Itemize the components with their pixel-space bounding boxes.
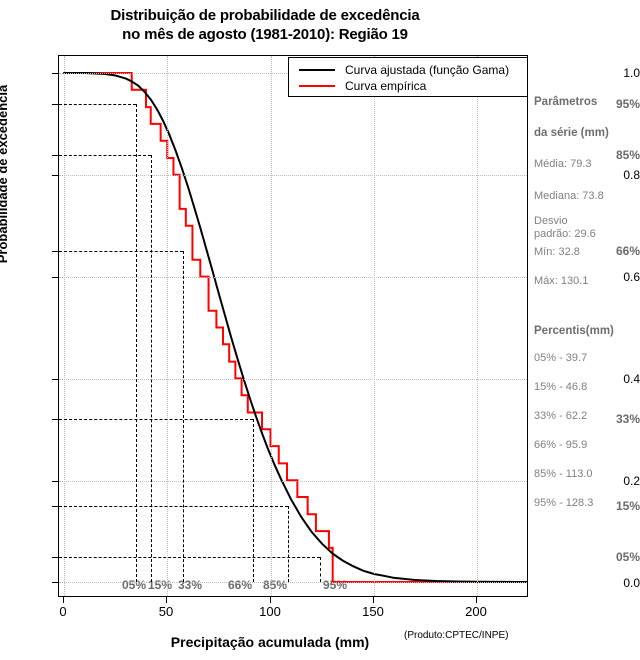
percentile-vline-66pct — [253, 419, 254, 582]
x-tick-mark-200 — [476, 597, 477, 603]
y-tick-mark-33pct — [52, 419, 58, 420]
x-percentile-label-05pct: 05% — [121, 578, 147, 592]
percentile-hline-95pct — [59, 104, 136, 105]
y-tick-mark-0.6 — [52, 277, 58, 278]
gridline-x-0 — [64, 56, 65, 596]
legend: Curva ajustada (função Gama) Curva empír… — [288, 57, 528, 97]
x-tick-label-0: 0 — [59, 604, 67, 619]
chart-title-line1: Distribuição de probabilidade de excedên… — [110, 7, 420, 24]
percentile-hline-66pct — [59, 251, 183, 252]
panel-max: Máx: 130.1 — [534, 275, 589, 287]
x-percentile-label-15pct: 15% — [147, 578, 173, 592]
chart-title: Distribuição de probabilidade de excedên… — [0, 6, 530, 44]
percentile-vline-15pct — [151, 155, 152, 582]
panel-percentil-15: 15% - 46.8 — [534, 381, 588, 393]
y-tick-mark-1.0 — [52, 73, 58, 74]
panel-percentil-85: 85% - 113.0 — [534, 468, 593, 480]
x-tick-label-150: 150 — [362, 604, 384, 619]
chart-title-line2: no mês de agosto (1981-2010): Região 19 — [122, 26, 408, 43]
fitted-gamma-curve — [63, 72, 527, 583]
y-tick-label-05pct: 05% — [615, 550, 640, 564]
legend-label-fitted: Curva ajustada (função Gama) — [345, 63, 510, 77]
y-tick-label-95pct: 95% — [615, 97, 640, 111]
x-percentile-label-66pct: 66% — [227, 578, 253, 592]
x-percentile-label-85pct: 85% — [262, 578, 288, 592]
y-tick-label-85pct: 85% — [615, 148, 640, 162]
x-tick-label-200: 200 — [465, 604, 487, 619]
y-tick-label-1.0: 1.0 — [623, 66, 640, 80]
panel-params-title-line2: da série (mm) — [534, 127, 609, 139]
legend-item-fitted: Curva ajustada (função Gama) — [289, 62, 527, 78]
x-tick-mark-100 — [270, 597, 271, 603]
y-tick-mark-05pct — [52, 557, 58, 558]
y-tick-mark-95pct — [52, 104, 58, 105]
y-tick-label-0.8: 0.8 — [623, 168, 640, 182]
gridline-y-0.4 — [59, 379, 527, 380]
y-tick-mark-85pct — [52, 155, 58, 156]
y-tick-label-0.6: 0.6 — [623, 270, 640, 284]
y-tick-mark-0.8 — [52, 175, 58, 176]
gridline-y-0.2 — [59, 481, 527, 482]
y-tick-label-15pct: 15% — [615, 499, 640, 513]
percentile-hline-33pct — [59, 419, 253, 420]
y-tick-label-0.4: 0.4 — [623, 372, 640, 386]
percentile-vline-95pct — [320, 557, 321, 582]
y-tick-mark-0.0 — [52, 582, 58, 583]
x-axis-label-source: (Produto:CPTEC/INPE) — [404, 630, 509, 641]
panel-desvio-line1: Desvio — [534, 215, 568, 227]
y-tick-mark-0.2 — [52, 481, 58, 482]
x-axis-label: Precipitação acumulada (mm) — [170, 634, 370, 650]
panel-params-title-line1: Parâmetros — [534, 96, 598, 108]
panel-mediana: Mediana: 73.8 — [534, 190, 604, 202]
y-tick-mark-0.4 — [52, 379, 58, 380]
panel-media: Média: 79.3 — [534, 158, 592, 170]
x-tick-mark-50 — [166, 597, 167, 603]
y-tick-label-33pct: 33% — [615, 412, 640, 426]
legend-color-swatch-empirical — [299, 85, 335, 87]
panel-percentil-95: 95% - 128.3 — [534, 497, 594, 509]
panel-percentil-66: 66% - 95.9 — [534, 439, 588, 451]
y-tick-label-66pct: 66% — [615, 244, 640, 258]
x-tick-label-100: 100 — [259, 604, 281, 619]
gridline-x-150 — [374, 56, 375, 596]
y-tick-mark-15pct — [52, 506, 58, 507]
y-axis-label: Probabilidade de excedência — [0, 84, 10, 264]
plot-clip — [59, 56, 527, 596]
panel-percentil-33: 33% - 62.2 — [534, 410, 588, 422]
percentile-hline-85pct — [59, 155, 151, 156]
percentile-vline-85pct — [288, 506, 289, 582]
panel-percentis-title: Percentis(mm) — [534, 325, 614, 337]
gridline-x-200 — [477, 56, 478, 596]
gridline-y-0.6 — [59, 277, 527, 278]
gridline-y-0.0 — [59, 582, 527, 583]
legend-item-empirical: Curva empírica — [289, 78, 527, 94]
y-tick-label-0.2: 0.2 — [623, 474, 640, 488]
percentile-hline-05pct — [59, 557, 320, 558]
gridline-y-0.8 — [59, 175, 527, 176]
gridline-x-50 — [167, 56, 168, 596]
curves-svg — [63, 72, 527, 583]
x-tick-label-50: 50 — [158, 604, 174, 619]
gridline-x-100 — [271, 56, 272, 596]
x-tick-mark-0 — [63, 597, 64, 603]
empirical-curve — [64, 72, 527, 583]
panel-min: Mín: 32.8 — [534, 246, 580, 258]
legend-color-swatch-fitted — [299, 69, 335, 71]
plot-area — [58, 55, 528, 597]
panel-desvio-line2: padrão: 29.6 — [534, 228, 596, 240]
legend-label-empirical: Curva empírica — [345, 79, 427, 93]
percentile-hline-15pct — [59, 506, 288, 507]
x-tick-mark-150 — [373, 597, 374, 603]
percentile-vline-05pct — [136, 104, 137, 582]
y-tick-label-0.0: 0.0 — [623, 576, 640, 590]
percentile-vline-33pct — [183, 251, 184, 582]
y-tick-mark-66pct — [52, 251, 58, 252]
panel-percentil-05: 05% - 39.7 — [534, 352, 588, 364]
